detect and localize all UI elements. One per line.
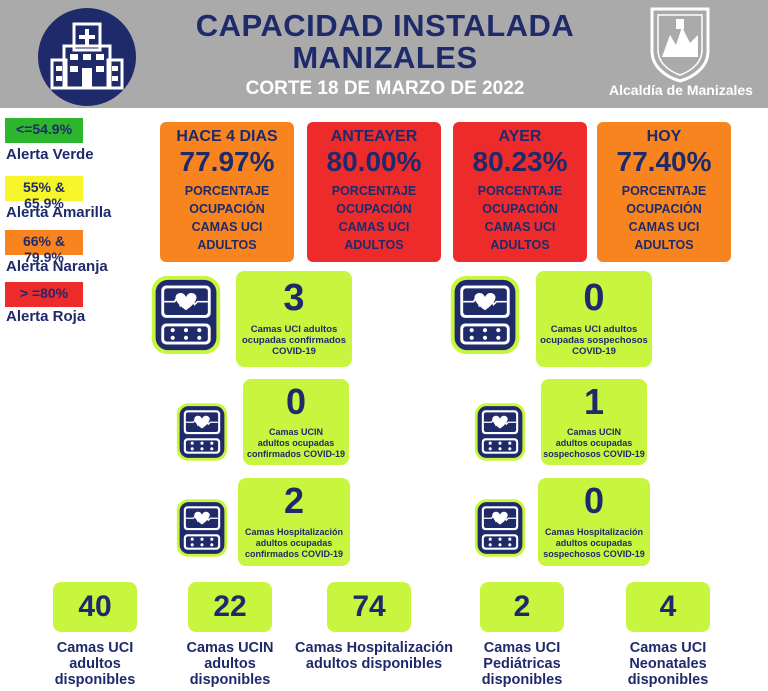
hosp-confirmed-value: 2 [283,480,305,521]
legend-range-amarilla: 55% & 65.9% [5,176,83,211]
hosp-suspected-box: 0 Camas Hospitalización adultos ocupadas s… [538,478,650,566]
hosp-confirmed-box: 2 Camas Hospitalización adultos ocupadas c… [238,478,350,566]
header-banner: CAPACIDAD INSTALADA MANIZALES CORTE 18 D… [0,0,768,108]
heart-monitor-icon [176,402,228,462]
ucin-confirmed-label: Camas UCIN adultos ocupadas confirmados CO… [246,427,346,459]
report-date: CORTE 18 DE MARZO DE 2022 [245,78,525,99]
occupancy-description: PORCENTAJE OCUPACIÓN CAMAS UCI ADULTOS [477,184,563,252]
occupancy-day: HACE 4 DIAS [176,128,278,145]
legend-label-roja: Alerta Roja [6,308,86,325]
ucin-confirmed-box: 0 Camas UCIN adultos ocupadas confirmados … [243,379,349,465]
available-uci-value: 40 [53,582,137,632]
available-uci-neo-value: 4 [626,582,710,632]
occupancy-day: ANTEAYER [330,128,418,145]
available-ucin-value: 22 [188,582,272,632]
occupancy-card-4-days-ago: HACE 4 DIAS 77.97% PORCENTAJE OCUPACIÓN CA… [160,122,294,262]
ucin-suspected-value: 1 [583,381,605,422]
heart-monitor-icon [449,275,521,355]
legend-range-naranja: 66% & 79.9% [5,230,83,265]
uci-confirmed-label: Camas UCI adultos ocupadas confirmados COV… [242,324,346,357]
uci-suspected-box: 0 Camas UCI adultos ocupadas sospechosos C… [536,271,652,367]
available-hosp-label: Camas Hospitalización adultos disponibles [295,640,453,672]
occupancy-day: AYER [498,128,542,145]
page-title-line2: MANIZALES [292,40,478,75]
occupancy-value: 80.00% [326,146,422,177]
available-hosp-value: 74 [327,582,411,632]
available-uci-ped-label: Camas UCI Pediátricas disponibles [481,640,563,688]
uci-suspected-label: Camas UCI adultos ocupadas sospechosos COV… [540,324,648,357]
occupancy-day: HOY [646,128,682,145]
occupancy-description: PORCENTAJE OCUPACIÓN CAMAS UCI ADULTOS [621,184,707,252]
uci-suspected-value: 0 [583,277,605,319]
occupancy-value: 77.97% [179,146,275,177]
alcaldia-logo-text: Alcaldía de Manizales [609,82,753,98]
available-uci-neo-label: Camas UCI Neonatales disponibles [627,640,709,688]
page-title-line1: CAPACIDAD INSTALADA [195,8,575,43]
ucin-suspected-box: 1 Camas UCIN adultos ocupadas sospechosos … [541,379,647,465]
legend-label-verde: Alerta Verde [6,146,94,163]
city-shield-icon [650,7,710,83]
occupancy-card-ayer: AYER 80.23% PORCENTAJE OCUPACIÓN CAMAS UCI… [453,122,587,262]
ucin-suspected-label: Camas UCIN adultos ocupadas sospechosos CO… [543,427,645,459]
hosp-suspected-label: Camas Hospitalización adultos ocupadas sos… [543,527,645,559]
legend-label-amarilla: Alerta Amarilla [6,204,112,221]
hospital-building-icon [38,8,136,106]
legend-range-verde: <=54.9% [5,118,83,143]
available-uci-ped-value: 2 [480,582,564,632]
occupancy-description: PORCENTAJE OCUPACIÓN CAMAS UCI ADULTOS [331,184,417,252]
ucin-confirmed-value: 0 [285,381,307,422]
hosp-confirmed-label: Camas Hospitalización adultos ocupadas con… [244,527,344,559]
heart-monitor-icon [176,498,228,558]
uci-confirmed-value: 3 [283,277,305,319]
available-ucin-label: Camas UCIN adultos disponibles [186,640,274,688]
hosp-suspected-value: 0 [583,480,605,521]
occupancy-card-hoy: HOY 77.40% PORCENTAJE OCUPACIÓN CAMAS UCI A… [597,122,731,262]
occupancy-description: PORCENTAJE OCUPACIÓN CAMAS UCI ADULTOS [184,184,270,252]
occupancy-card-anteayer: ANTEAYER 80.00% PORCENTAJE OCUPACIÓN CAMAS… [307,122,441,262]
uci-confirmed-box: 3 Camas UCI adultos ocupadas confirmados C… [236,271,352,367]
occupancy-value: 80.23% [472,146,568,177]
heart-monitor-icon [474,402,526,462]
occupancy-value: 77.40% [616,146,712,177]
heart-monitor-icon [150,275,222,355]
available-uci-label: Camas UCI adultos disponibles [54,640,136,688]
legend-label-naranja: Alerta Naranja [6,258,108,275]
legend-range-roja: > =80% [5,282,83,307]
heart-monitor-icon [474,498,526,558]
